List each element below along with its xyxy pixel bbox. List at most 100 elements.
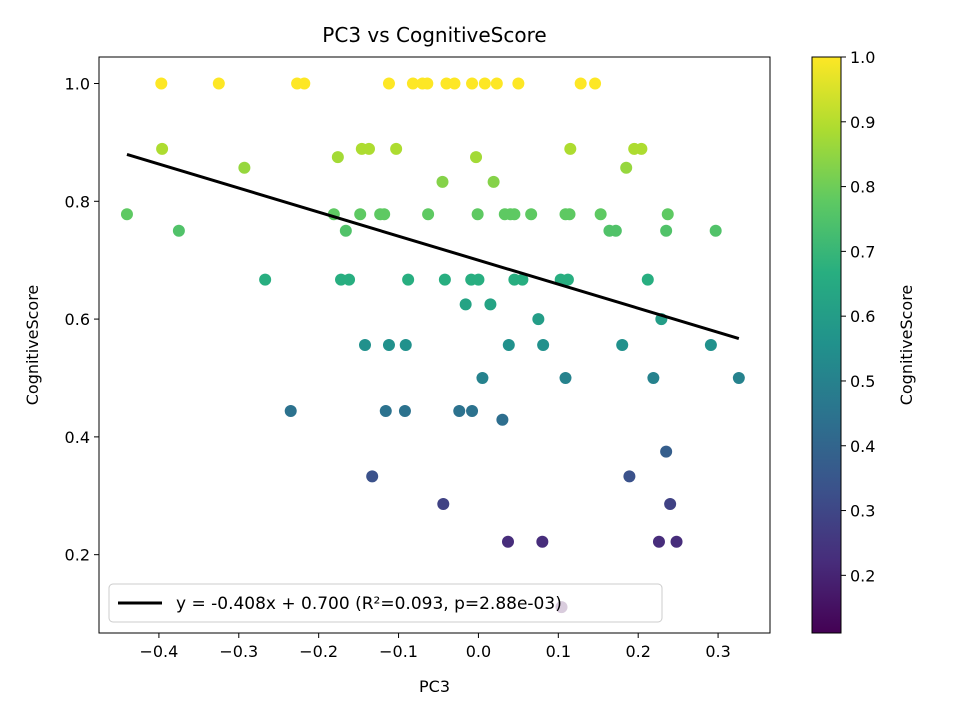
colorbar-gradient xyxy=(811,56,842,634)
data-point-64 xyxy=(532,313,545,326)
colorbar-tick-label: 0.9 xyxy=(850,113,875,132)
colorbar-ticks: 0.2 0.3 0.4 0.5 0.6 0.7 0.8 0.9 1.0 xyxy=(841,48,875,585)
data-point-11 xyxy=(478,77,491,90)
data-point-88 xyxy=(501,535,514,548)
data-point-70 xyxy=(537,339,550,351)
data-point-20 xyxy=(564,142,577,155)
data-point-27 xyxy=(436,175,449,188)
data-point-53 xyxy=(402,273,415,286)
data-point-33 xyxy=(378,208,391,221)
data-point-87 xyxy=(664,498,677,511)
data-point-81 xyxy=(466,404,479,417)
data-point-82 xyxy=(496,413,509,426)
data-point-71 xyxy=(616,339,629,351)
legend: y = -0.408x + 0.700 (R²=0.093, p=2.88e-0… xyxy=(108,583,663,623)
data-point-26 xyxy=(470,151,483,164)
data-point-49 xyxy=(709,224,722,237)
colorbar-tick-label: 0.7 xyxy=(850,242,875,261)
data-point-58 xyxy=(516,273,529,286)
colorbar-tick-label: 0.5 xyxy=(850,372,875,391)
x-tick-label: 0.1 xyxy=(546,642,571,661)
data-point-34 xyxy=(422,208,435,221)
data-point-61 xyxy=(641,273,654,286)
data-point-15 xyxy=(589,77,602,90)
data-point-5 xyxy=(406,77,419,90)
data-point-91 xyxy=(670,535,683,548)
data-point-77 xyxy=(284,404,297,417)
data-point-79 xyxy=(398,404,411,417)
x-tick-label: 0.0 xyxy=(466,642,491,661)
y-tick-label: 0.4 xyxy=(65,428,90,447)
data-point-68 xyxy=(399,339,412,351)
y-tick-label: 0.8 xyxy=(65,192,90,211)
y-tick-label: 0.2 xyxy=(65,546,90,565)
data-point-35 xyxy=(471,208,484,221)
data-point-72 xyxy=(704,339,717,351)
data-point-67 xyxy=(382,339,395,351)
data-point-50 xyxy=(259,273,272,286)
data-point-38 xyxy=(508,208,521,221)
fit-line-layer xyxy=(126,153,740,340)
colorbar: 0.2 0.3 0.4 0.5 0.6 0.7 0.8 0.9 1.0 CognitiveSco… xyxy=(811,48,916,634)
colorbar-tick-label: 0.6 xyxy=(850,307,875,326)
legend-box xyxy=(108,583,663,623)
data-point-54 xyxy=(438,273,451,286)
x-tick-label: −0.3 xyxy=(219,642,258,661)
y-tick-label: 1.0 xyxy=(65,75,90,94)
data-point-74 xyxy=(559,371,572,384)
regression-line xyxy=(126,153,740,340)
data-point-14 xyxy=(574,77,587,90)
colorbar-label: CognitiveScore xyxy=(897,285,916,406)
data-point-22 xyxy=(635,142,648,155)
data-point-90 xyxy=(652,535,665,548)
data-point-39 xyxy=(525,208,538,221)
data-point-9 xyxy=(448,77,461,90)
colorbar-tick-label: 0.2 xyxy=(850,566,875,585)
data-point-10 xyxy=(466,77,479,90)
data-point-63 xyxy=(484,298,497,311)
data-point-60 xyxy=(561,273,574,286)
data-point-73 xyxy=(476,371,489,384)
colorbar-tick-label: 0.3 xyxy=(850,502,875,521)
data-point-13 xyxy=(512,77,525,90)
y-axis-label: CognitiveScore xyxy=(23,285,42,406)
x-tick-label: −0.1 xyxy=(379,642,418,661)
x-tick-label: 0.3 xyxy=(705,642,730,661)
data-point-19 xyxy=(390,142,403,155)
data-point-62 xyxy=(459,298,472,311)
data-point-44 xyxy=(172,224,185,237)
data-point-78 xyxy=(379,404,392,417)
data-point-28 xyxy=(487,175,500,188)
data-point-76 xyxy=(732,371,745,384)
data-point-41 xyxy=(563,208,576,221)
data-point-43 xyxy=(661,208,674,221)
data-point-75 xyxy=(647,371,660,384)
data-point-31 xyxy=(354,208,367,221)
data-point-4 xyxy=(382,77,395,90)
x-tick-label: −0.4 xyxy=(139,642,178,661)
data-point-25 xyxy=(331,151,344,164)
data-point-84 xyxy=(366,470,379,483)
plot-frame xyxy=(98,56,771,634)
data-point-80 xyxy=(453,404,466,417)
data-point-89 xyxy=(536,535,549,548)
chart-title: PC3 vs CognitiveScore xyxy=(322,23,546,47)
data-point-86 xyxy=(437,498,450,511)
colorbar-tick-label: 1.0 xyxy=(850,48,875,67)
y-axis-ticks: 0.2 0.4 0.6 0.8 1.0 xyxy=(65,75,99,565)
data-point-48 xyxy=(660,224,673,237)
data-point-24 xyxy=(620,161,633,174)
data-point-66 xyxy=(359,339,372,351)
x-tick-label: 0.2 xyxy=(625,642,650,661)
data-point-23 xyxy=(238,161,251,174)
data-point-0 xyxy=(155,77,168,90)
data-point-3 xyxy=(298,77,311,90)
data-point-1 xyxy=(212,77,225,90)
data-point-18 xyxy=(362,142,375,155)
legend-entry: y = -0.408x + 0.700 (R²=0.093, p=2.88e-0… xyxy=(176,594,562,614)
colorbar-tick-label: 0.8 xyxy=(850,178,875,197)
colorbar-tick-label: 0.4 xyxy=(850,437,875,456)
data-point-12 xyxy=(490,77,503,90)
data-point-69 xyxy=(502,339,515,351)
data-point-42 xyxy=(594,208,607,221)
